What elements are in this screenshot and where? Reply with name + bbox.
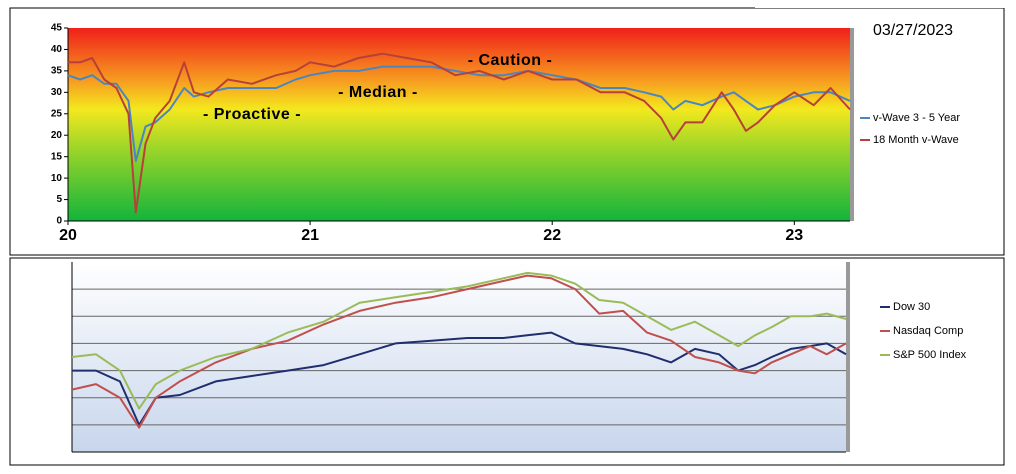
y-tick-label: 10 xyxy=(51,173,63,184)
legend-label: S&P 500 Index xyxy=(893,349,967,361)
y-tick-label: 15 xyxy=(51,151,63,162)
series-line xyxy=(71,271,847,410)
series-line xyxy=(68,52,851,214)
legend-label: 18 Month v-Wave xyxy=(873,134,959,146)
y-tick-label: 35 xyxy=(51,66,63,77)
y-tick-label: 5 xyxy=(56,194,62,205)
y-tick-label: 30 xyxy=(51,87,63,98)
x-tick-label: 20 xyxy=(59,227,77,244)
zone-background xyxy=(68,28,850,221)
series-line xyxy=(67,65,851,162)
y-tick-label: 0 xyxy=(56,216,62,227)
y-tick-label: 40 xyxy=(51,44,63,55)
x-tick-label: 22 xyxy=(543,227,561,244)
annotation: - Median - xyxy=(338,84,418,101)
legend-label: v-Wave 3 - 5 Year xyxy=(873,112,960,124)
plot-background xyxy=(72,262,846,452)
x-tick-label: 23 xyxy=(785,227,803,244)
y-tick-label: 25 xyxy=(51,108,63,119)
annotation: - Proactive - xyxy=(203,106,301,123)
plot-shadow xyxy=(846,262,850,452)
x-tick-label: 21 xyxy=(301,227,319,244)
series-line xyxy=(72,331,847,426)
legend-label: Dow 30 xyxy=(893,301,930,313)
date: 03/27/2023 xyxy=(873,22,953,39)
legend-label: Nasdaq Comp xyxy=(893,325,963,337)
date-box xyxy=(755,0,1016,8)
annotation: - Caution - xyxy=(468,52,553,69)
series-line xyxy=(71,274,847,429)
y-tick-label: 45 xyxy=(51,23,63,34)
plot-shadow xyxy=(850,28,854,221)
y-tick-label: 20 xyxy=(51,130,63,141)
